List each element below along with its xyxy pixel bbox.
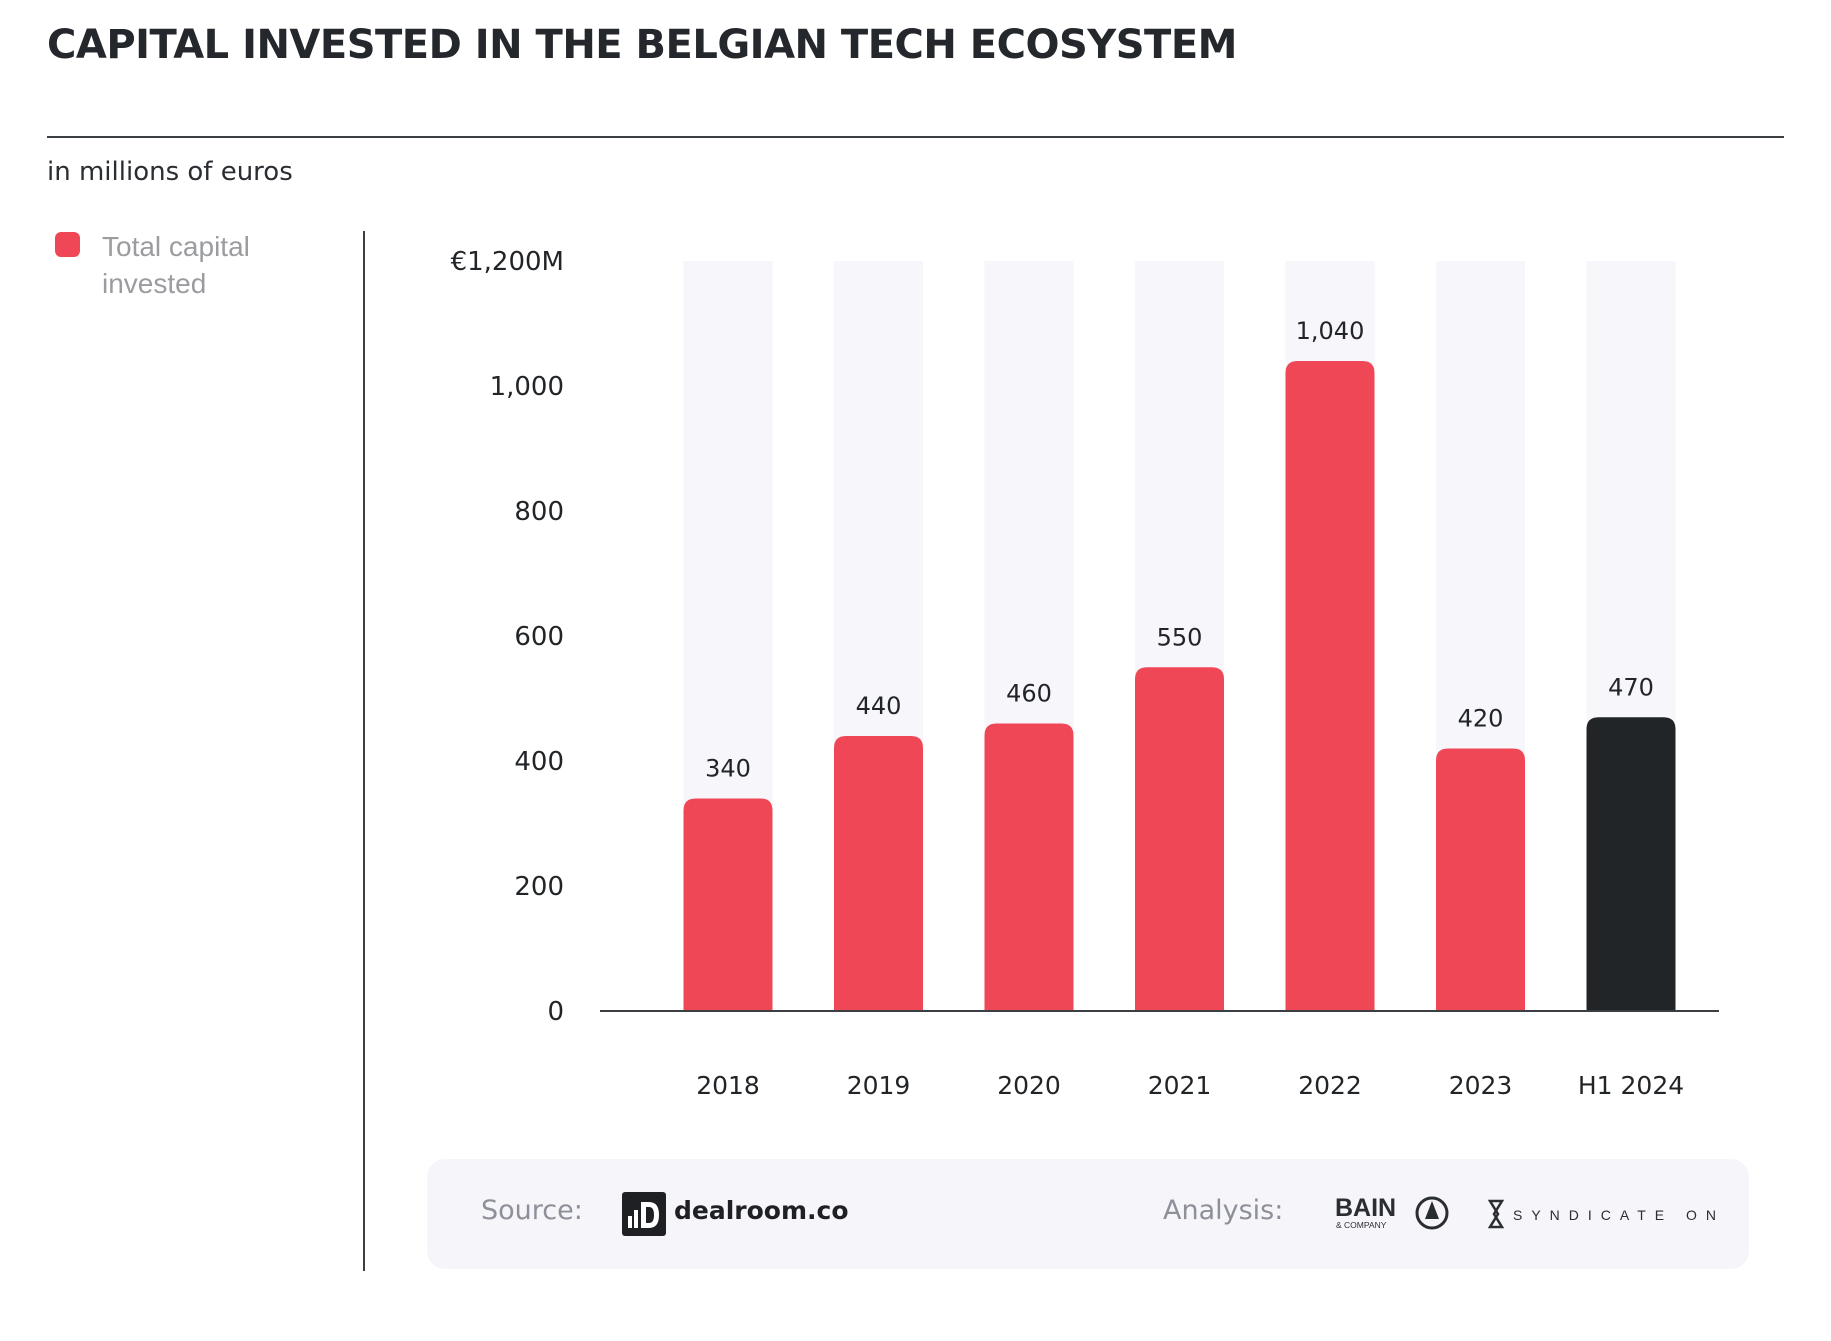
y-tick-label: 600 (514, 622, 564, 652)
chart-subtitle: in millions of euros (47, 157, 293, 187)
x-tick-label: 2023 (1449, 1071, 1513, 1100)
chart-title: CAPITAL INVESTED IN THE BELGIAN TECH ECO… (47, 22, 1237, 68)
bar (1135, 667, 1224, 1011)
data-label: 460 (1006, 680, 1052, 708)
footer-credits: Source: dealroom.co Analysis: BAIN & COM… (427, 1159, 1749, 1269)
syndicate-one-logo: SYNDICATE ONE (1487, 1199, 1717, 1229)
x-tick-label: H1 2024 (1578, 1071, 1684, 1100)
y-tick-label: 1,000 (490, 372, 564, 402)
y-tick-label: 0 (547, 997, 564, 1027)
bain-logo: BAIN & COMPANY (1335, 1194, 1449, 1230)
title-divider (47, 136, 1784, 138)
data-label: 440 (856, 692, 902, 720)
bain-logo-sub: & COMPANY (1336, 1220, 1387, 1230)
x-tick-label: 2018 (696, 1071, 760, 1100)
dealroom-logo-text: dealroom.co (674, 1196, 849, 1225)
bar (1586, 717, 1676, 1011)
bar (1285, 361, 1375, 1011)
bain-compass-icon (1415, 1196, 1449, 1230)
x-tick-label: 2019 (847, 1071, 911, 1100)
data-label: 340 (705, 755, 751, 783)
bar (984, 723, 1074, 1011)
y-tick-label: 200 (514, 872, 564, 902)
legend-swatch (55, 232, 80, 257)
legend-divider (363, 231, 365, 1271)
dealroom-logo-icon (622, 1192, 666, 1236)
legend-label: Total capital invested (102, 231, 250, 299)
y-tick-label: €1,200M (451, 247, 564, 277)
x-tick-label: 2021 (1148, 1071, 1212, 1100)
bain-logo-text: BAIN (1335, 1194, 1396, 1222)
data-label: 420 (1458, 705, 1504, 733)
syndicate-logo-text: SYNDICATE ONE (1513, 1207, 1717, 1223)
x-tick-label: 2022 (1298, 1071, 1362, 1100)
data-label: 550 (1157, 623, 1203, 651)
y-tick-label: 400 (514, 747, 564, 777)
bar-chart: 340 2018 440 2019 460 2020 550 2021 1,040 2022 420… (451, 247, 1719, 1100)
data-label: 1,040 (1296, 317, 1365, 345)
analysis-label: Analysis: (1163, 1195, 1284, 1226)
data-label: 470 (1608, 673, 1654, 701)
bar (683, 798, 773, 1011)
source-label: Source: (481, 1195, 583, 1226)
bar (834, 736, 923, 1011)
y-tick-label: 800 (514, 497, 564, 527)
x-tick-label: 2020 (997, 1071, 1061, 1100)
bar (1436, 748, 1525, 1011)
